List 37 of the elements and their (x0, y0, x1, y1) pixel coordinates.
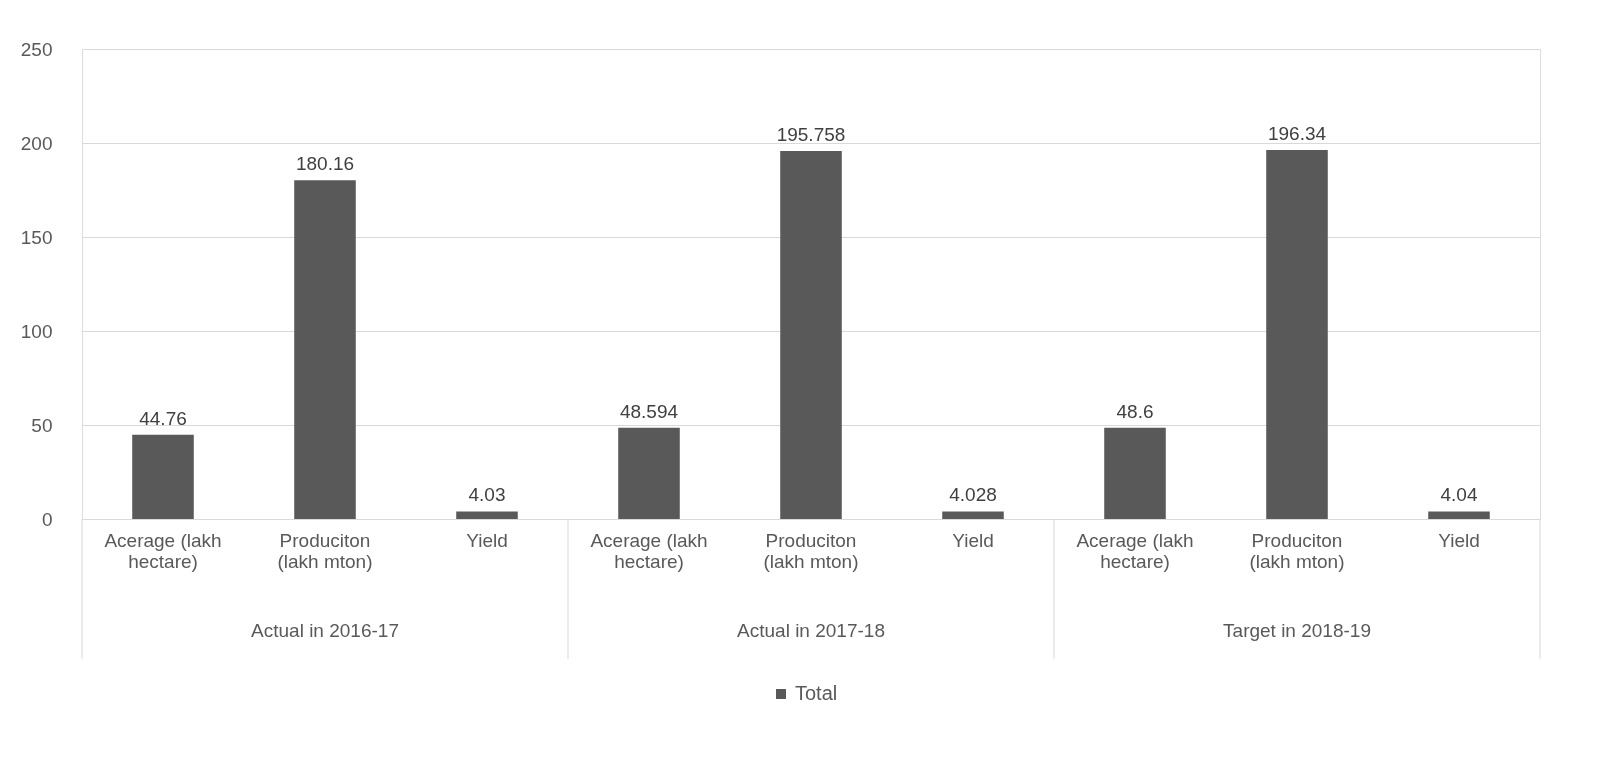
x-tick-label: Produciton (lakh mton) (1249, 529, 1345, 572)
x-tick-label: Acerage (lakh hectare) (1076, 529, 1194, 572)
bar (780, 150, 842, 519)
text: Actual in 2017-18 (737, 620, 885, 641)
data-label: 44.76 (139, 407, 187, 429)
data-label: 196.34 (1267, 122, 1327, 144)
text: Actual in 2016-17 (251, 620, 399, 641)
x-tick-label: Yield (952, 529, 994, 551)
text: Target in 2018-19 (1223, 620, 1371, 641)
data-label: 4.028 (949, 484, 997, 506)
y-tick-label: 100 (20, 320, 53, 342)
bar (1428, 511, 1490, 519)
data-label: 180.16 (295, 153, 355, 175)
x-tick-label: Yield (466, 529, 508, 551)
y-tick-label: 0 (41, 508, 53, 530)
x-tick-label: Produciton (lakh mton) (763, 529, 859, 572)
y-tick-label: 50 (31, 414, 53, 436)
bar (942, 511, 1004, 519)
data-label: 4.04 (1440, 484, 1478, 506)
y-tick-label: 200 (20, 132, 53, 154)
bar (456, 511, 518, 519)
data-label: 48.6 (1116, 400, 1154, 422)
x-tick-label: Yield (1438, 529, 1480, 551)
bar (1104, 427, 1166, 519)
y-tick-label: 250 (20, 38, 53, 60)
x-tick-label: Acerage (lakh hectare) (590, 529, 708, 572)
y-tick-label: 150 (20, 226, 53, 248)
legend-label: Total (795, 682, 838, 704)
bar (618, 427, 680, 519)
data-label: 195.758 (776, 123, 846, 145)
data-label: 4.03 (468, 484, 506, 506)
data-label: 48.594 (619, 400, 679, 422)
bar (294, 180, 356, 519)
x-tick-label: Acerage (lakh hectare) (104, 529, 222, 572)
bar (132, 434, 194, 519)
x-tick-label: Produciton (lakh mton) (277, 529, 373, 572)
bar (1266, 149, 1328, 519)
